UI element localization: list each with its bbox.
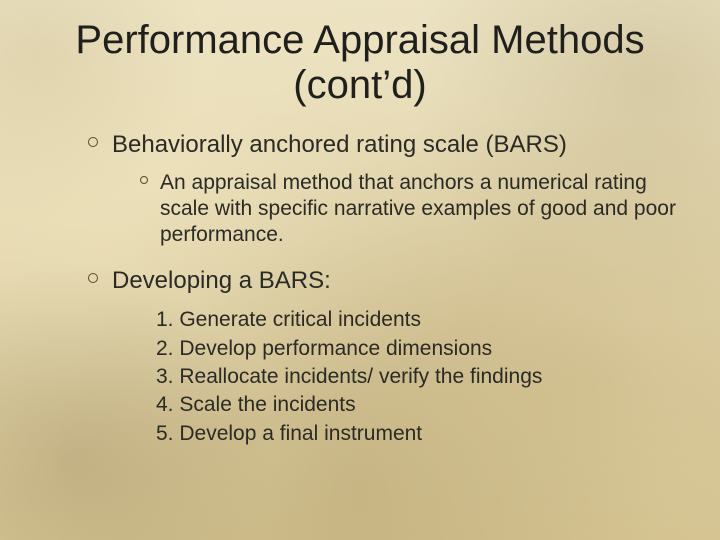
step-item: 2. Develop performance dimensions — [156, 335, 680, 363]
bullet-ring-icon — [88, 137, 98, 147]
bullet-ring-icon — [88, 273, 98, 283]
section-heading: Behaviorally anchored rating scale (BARS… — [112, 130, 567, 160]
bullet-ring-icon — [140, 176, 148, 184]
bullet-level2: An appraisal method that anchors a numer… — [140, 170, 680, 249]
section-heading: Developing a BARS: — [112, 266, 331, 296]
slide: Performance Appraisal Methods (cont’d) B… — [0, 0, 720, 540]
slide-title: Performance Appraisal Methods (cont’d) — [40, 18, 680, 108]
bullet-level1: Behaviorally anchored rating scale (BARS… — [88, 130, 680, 160]
step-item: 1. Generate critical incidents — [156, 306, 680, 334]
steps-list: 1. Generate critical incidents 2. Develo… — [156, 306, 680, 448]
step-item: 5. Develop a final instrument — [156, 420, 680, 448]
step-item: 4. Scale the incidents — [156, 391, 680, 419]
step-item: 3. Reallocate incidents/ verify the find… — [156, 363, 680, 391]
bullet-level1: Developing a BARS: — [88, 266, 680, 296]
section-subtext: An appraisal method that anchors a numer… — [160, 170, 680, 249]
